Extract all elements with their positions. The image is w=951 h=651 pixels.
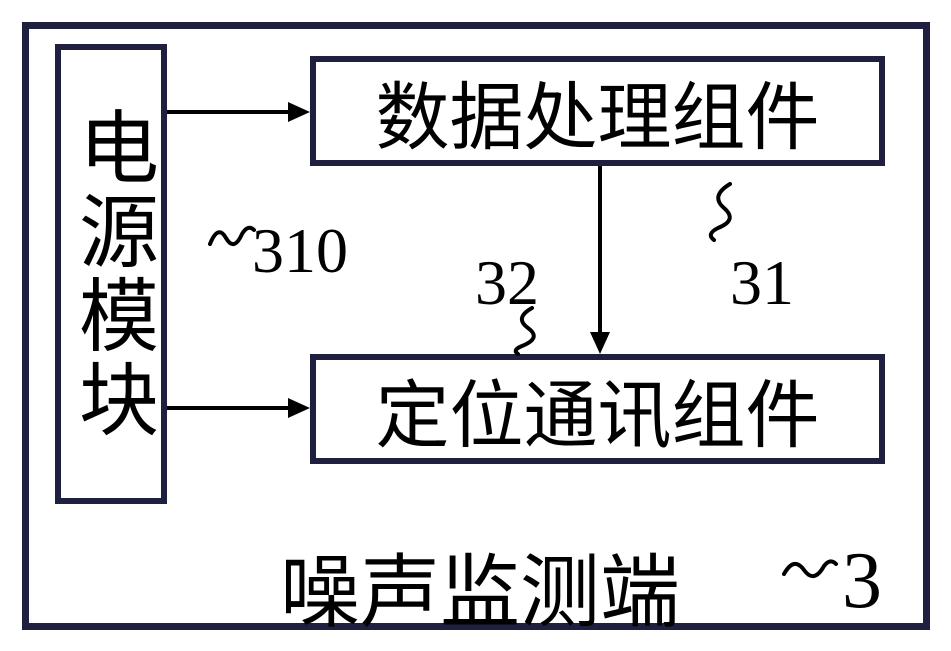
arrow-power-to-comm-line <box>167 406 288 410</box>
arrow-power-to-data-line <box>167 110 288 114</box>
ref-31: 31 <box>730 246 794 320</box>
caption-terminal: 噪声监测端 <box>280 528 680 644</box>
squiggle-3 <box>782 552 838 584</box>
node-data-processing: 数据处理组件 <box>310 56 885 166</box>
ref-3-text: 3 <box>842 536 882 627</box>
ref-3: 3 <box>842 536 882 627</box>
node-comm-label: 定位通讯组件 <box>376 356 820 463</box>
squiggle-31 <box>700 182 740 242</box>
arrow-power-to-data-head <box>288 102 310 122</box>
ref-31-text: 31 <box>730 246 794 320</box>
arrow-data-to-comm-line <box>598 166 602 332</box>
ref-310: 310 <box>252 214 348 288</box>
node-data-label: 数据处理组件 <box>376 58 820 165</box>
ref-310-text: 310 <box>252 214 348 288</box>
node-power-label: 电源模块 <box>65 106 157 442</box>
node-power-module: 电源模块 <box>55 44 167 504</box>
caption-terminal-text: 噪声监测端 <box>280 528 680 644</box>
squiggle-32 <box>506 306 546 356</box>
node-positioning-comm: 定位通讯组件 <box>310 354 885 464</box>
arrow-power-to-comm-head <box>288 398 310 418</box>
squiggle-310 <box>208 218 256 250</box>
arrow-data-to-comm-head <box>590 332 610 354</box>
